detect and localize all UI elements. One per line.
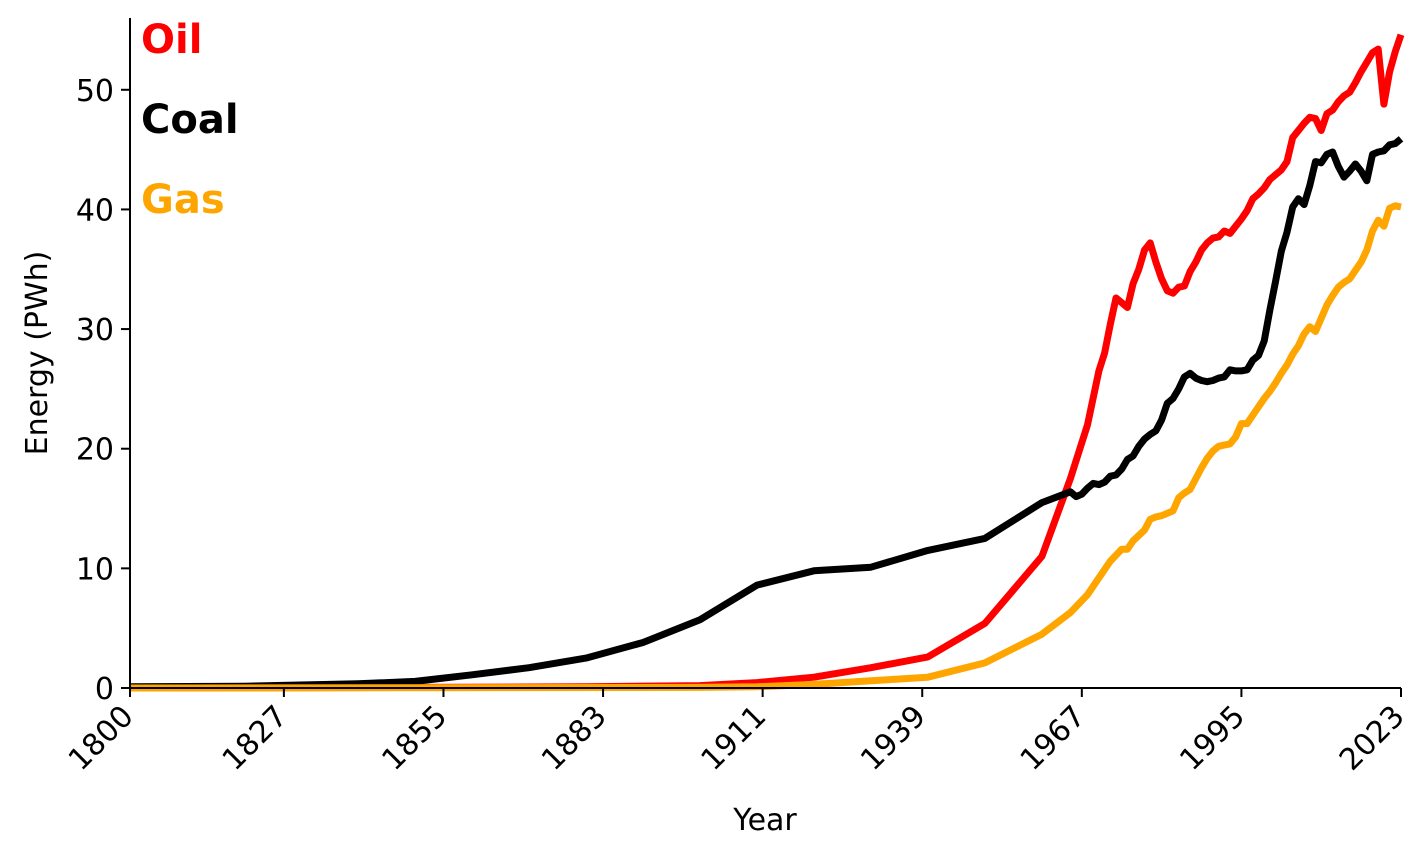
legend-label-coal: Coal <box>141 97 239 143</box>
x-ticks: 1800 1827 1855 1883 1911 1939 1967 1995 2023 <box>62 688 1412 778</box>
y-axis-title: Energy (PWh) <box>20 251 55 456</box>
x-tick-label: 1911 <box>695 699 774 778</box>
x-tick-label: 1883 <box>535 699 614 778</box>
y-tick-label: 30 <box>76 313 114 348</box>
series-line-oil <box>129 33 1405 692</box>
x-tick-label: 2023 <box>1333 699 1412 778</box>
y-ticks: 0 10 20 30 40 50 <box>76 74 130 707</box>
series-lines <box>129 33 1405 692</box>
x-tick-label: 1939 <box>854 699 933 778</box>
x-tick-label: 1800 <box>62 699 141 778</box>
x-tick-label: 1995 <box>1173 699 1252 778</box>
x-tick-label: 1827 <box>216 699 295 778</box>
y-tick-label: 20 <box>76 433 114 468</box>
x-axis-title: Year <box>732 803 797 838</box>
legend: Oil Coal Gas <box>141 17 239 223</box>
series-line-coal <box>129 136 1404 691</box>
legend-label-gas: Gas <box>141 177 225 223</box>
y-tick-label: 0 <box>95 672 114 707</box>
x-tick-label: 1967 <box>1014 699 1093 778</box>
y-tick-label: 50 <box>76 74 114 109</box>
y-tick-label: 40 <box>76 193 114 228</box>
y-tick-label: 10 <box>76 552 114 587</box>
series-line-gas <box>129 202 1402 692</box>
legend-label-oil: Oil <box>141 17 202 63</box>
x-tick-label: 1855 <box>375 699 454 778</box>
